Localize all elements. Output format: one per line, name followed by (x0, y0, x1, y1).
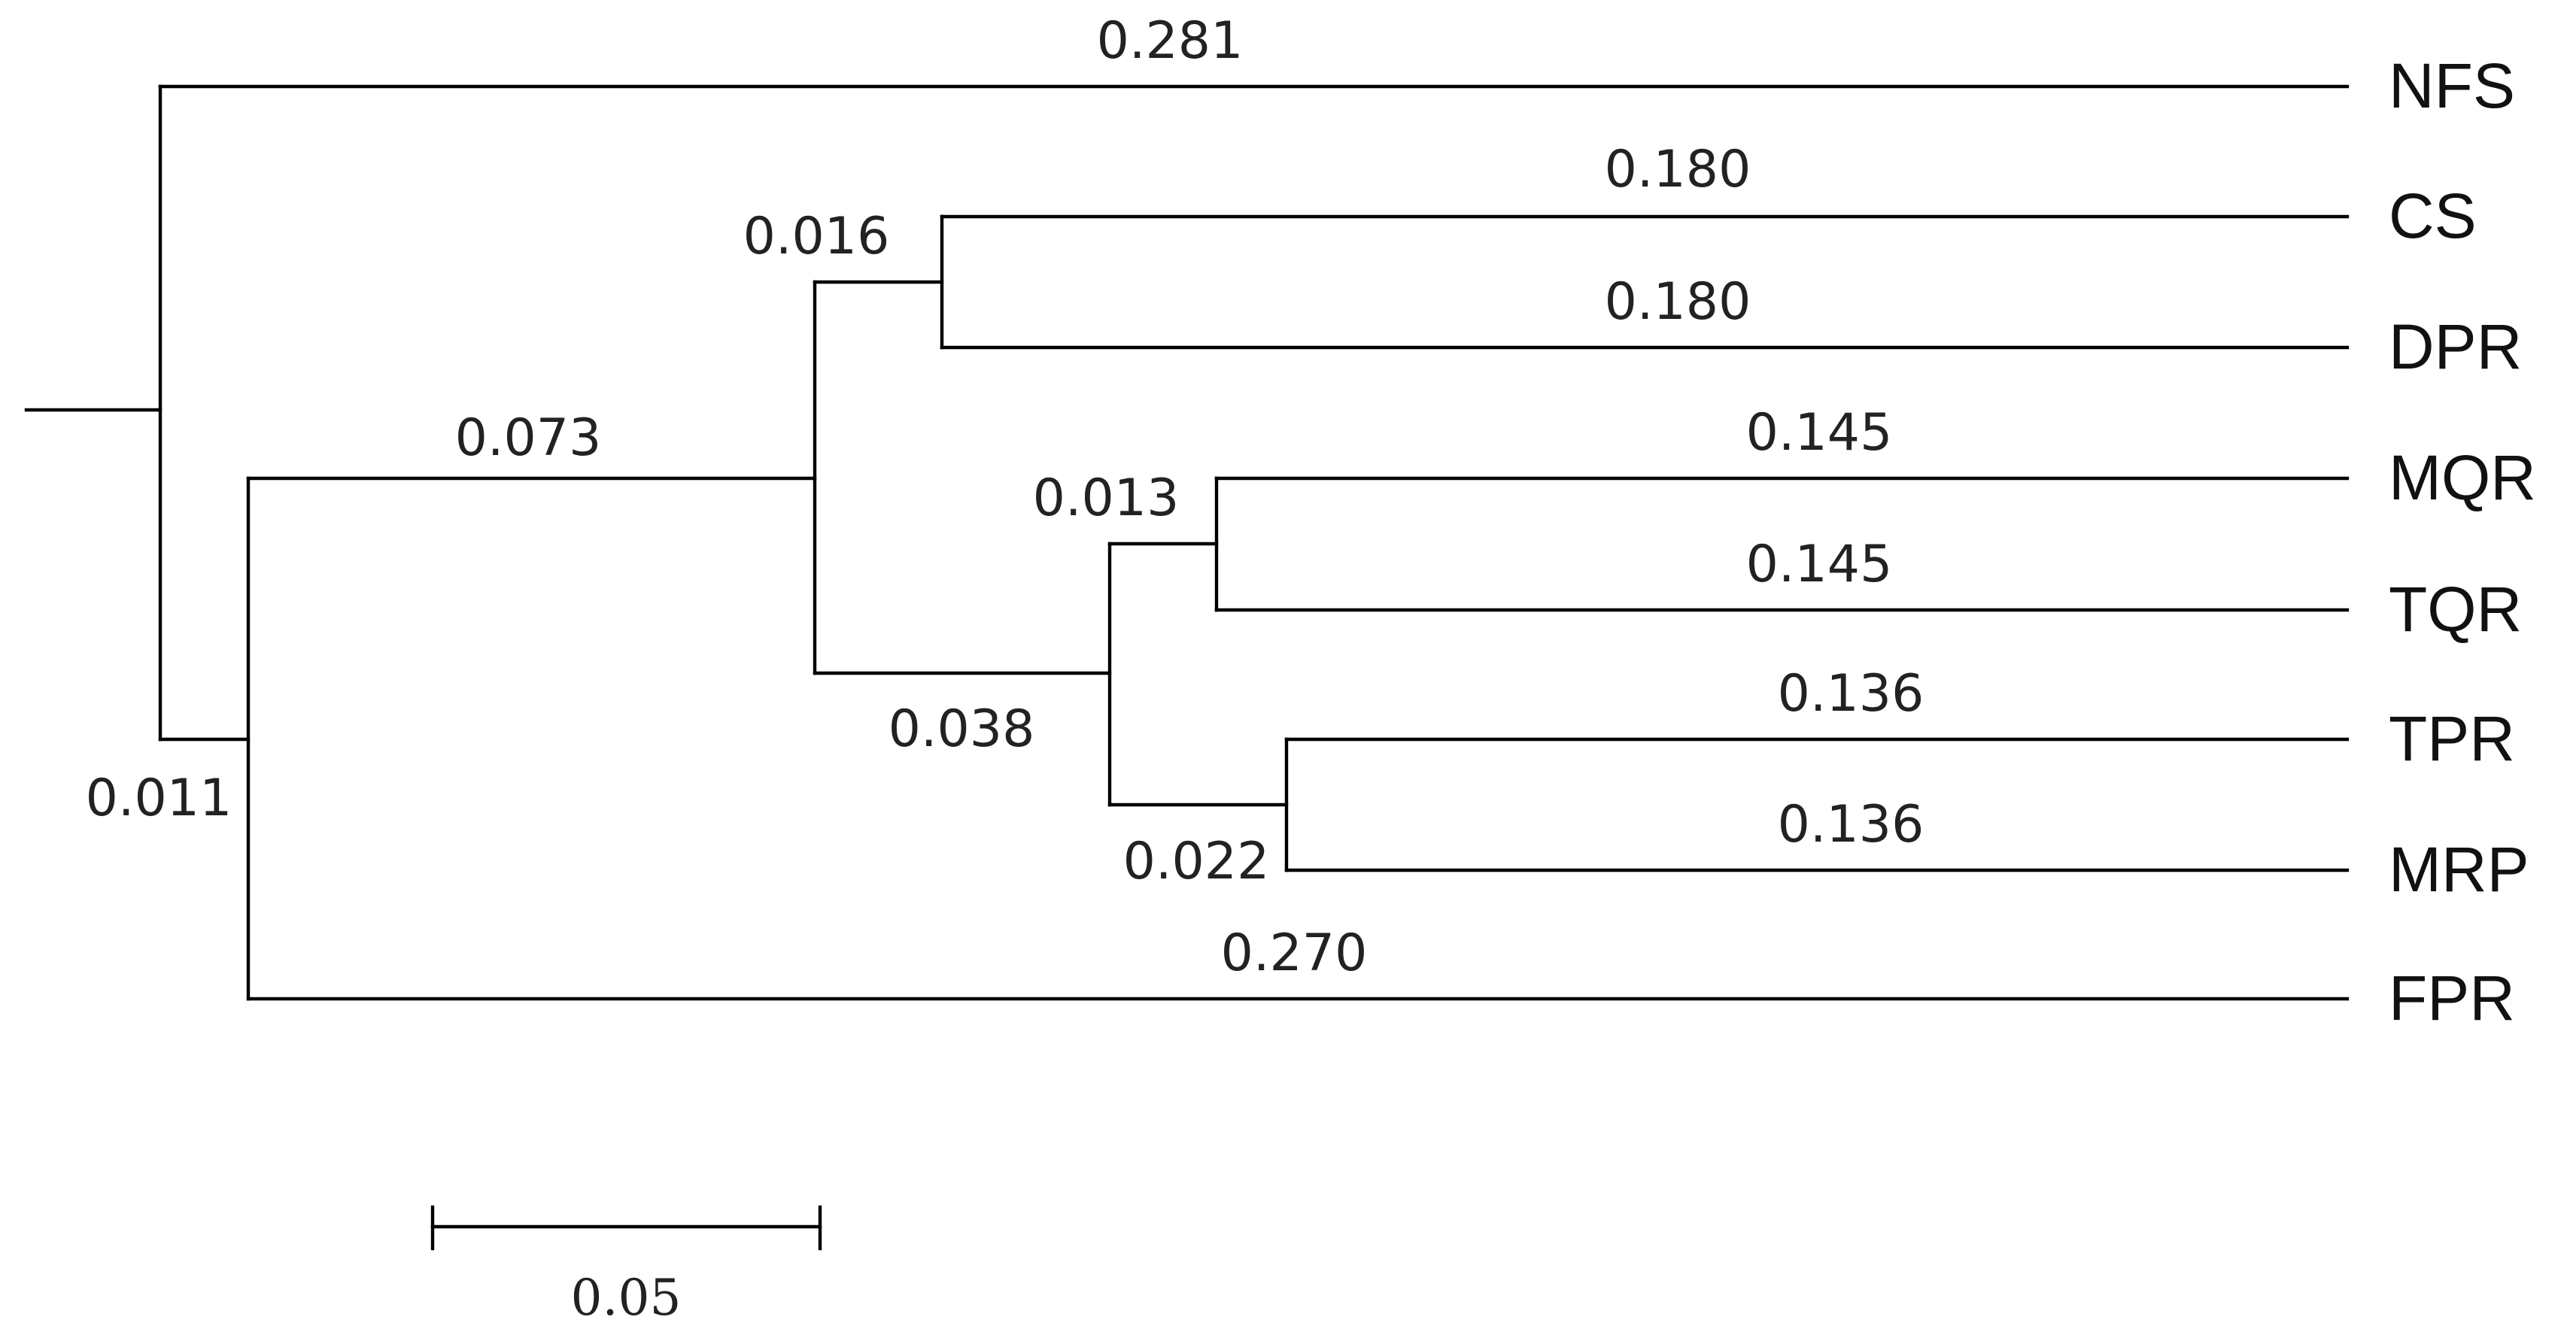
taxon-label-cs: CS (2389, 181, 2477, 251)
taxon-labels: NFS CS DPR MQR TQR TPR MRP FPR (2389, 50, 2536, 1033)
branch-length-labels: 0.281 0.011 0.073 0.016 0.180 0.180 0.03… (86, 11, 1924, 983)
branch-length-tpr-mrp-clade: 0.022 (1123, 832, 1270, 891)
scale-bar: 0.05 (430, 1205, 822, 1327)
branch-length-core-clade: 0.073 (455, 408, 602, 468)
branch-length-tqr: 0.145 (1746, 535, 1893, 594)
tree-branches (24, 84, 2350, 1001)
branch-length-ingroup: 0.011 (86, 769, 232, 828)
taxon-label-nfs: NFS (2389, 50, 2515, 121)
taxon-label-mqr: MQR (2389, 442, 2536, 513)
branch-length-mqr-tqr-clade: 0.013 (1033, 469, 1180, 528)
scale-bar-label: 0.05 (571, 1269, 682, 1327)
branch-length-dpr: 0.180 (1605, 272, 1751, 332)
taxon-label-dpr: DPR (2389, 311, 2522, 382)
branch-length-cs: 0.180 (1605, 140, 1751, 199)
branch-length-qr-pr-clade: 0.038 (889, 699, 1035, 759)
taxon-label-fpr: FPR (2389, 963, 2515, 1033)
branch-length-fpr: 0.270 (1221, 924, 1368, 983)
taxon-label-tpr: TPR (2389, 703, 2515, 774)
taxon-label-tqr: TQR (2389, 574, 2522, 645)
branch-length-mrp: 0.136 (1778, 795, 1924, 854)
branch-length-mqr: 0.145 (1746, 403, 1893, 463)
branch-length-nfs: 0.281 (1097, 11, 1244, 71)
branch-length-cs-dpr-clade: 0.016 (743, 207, 890, 266)
taxon-label-mrp: MRP (2389, 834, 2529, 905)
branch-length-tpr: 0.136 (1778, 664, 1924, 724)
